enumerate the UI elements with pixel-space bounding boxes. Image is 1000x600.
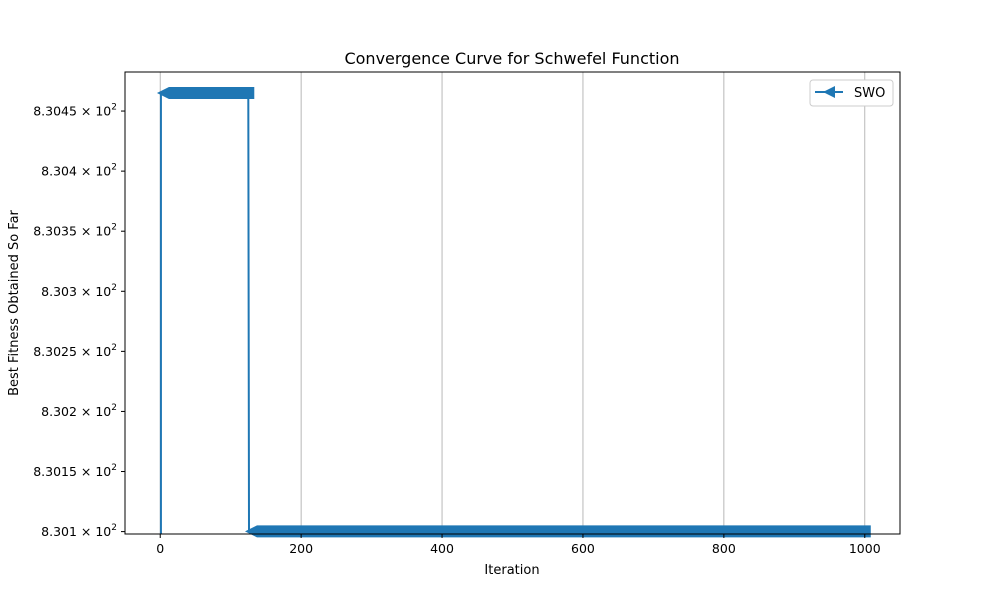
y-tick-label: 8.3015 × 102 [33,463,117,479]
y-tick-label: 8.3025 × 102 [33,343,117,359]
legend-label: SWO [854,86,885,101]
y-axis-ticks: 8.301 × 102 8.3015 × 102 8.302 × 102 8.3025… [33,103,125,539]
y-tick-label: 8.302 × 102 [41,403,117,419]
y-axis-label: Best Fitness Obtained So Far [7,209,22,395]
y-tick-label: 8.304 × 102 [41,163,117,179]
y-tick-label: 8.3045 × 102 [33,103,117,119]
axes-frame [124,71,901,535]
x-tick-label: 0 [156,541,164,556]
x-tick-label: 400 [430,541,454,556]
series-markers [245,525,871,538]
x-tick-label: 200 [289,541,313,556]
x-tick-label: 600 [571,541,595,556]
legend-box [809,79,894,107]
x-tick-label: 1000 [849,541,881,556]
chart-title: Convergence Curve for Schwefel Function [344,49,679,68]
x-tick-label: 800 [712,541,736,556]
legend-marker [823,86,835,98]
y-tick-label: 8.3035 × 102 [33,223,117,239]
x-axis-label: Iteration [484,563,539,578]
series-markers [156,87,255,100]
y-tick-label: 8.303 × 102 [41,283,117,299]
y-tick-label: 8.301 × 102 [41,523,117,539]
legend: SWO [809,79,894,107]
x-axis-ticks: 0 200 400 600 800 1000 [156,534,881,556]
